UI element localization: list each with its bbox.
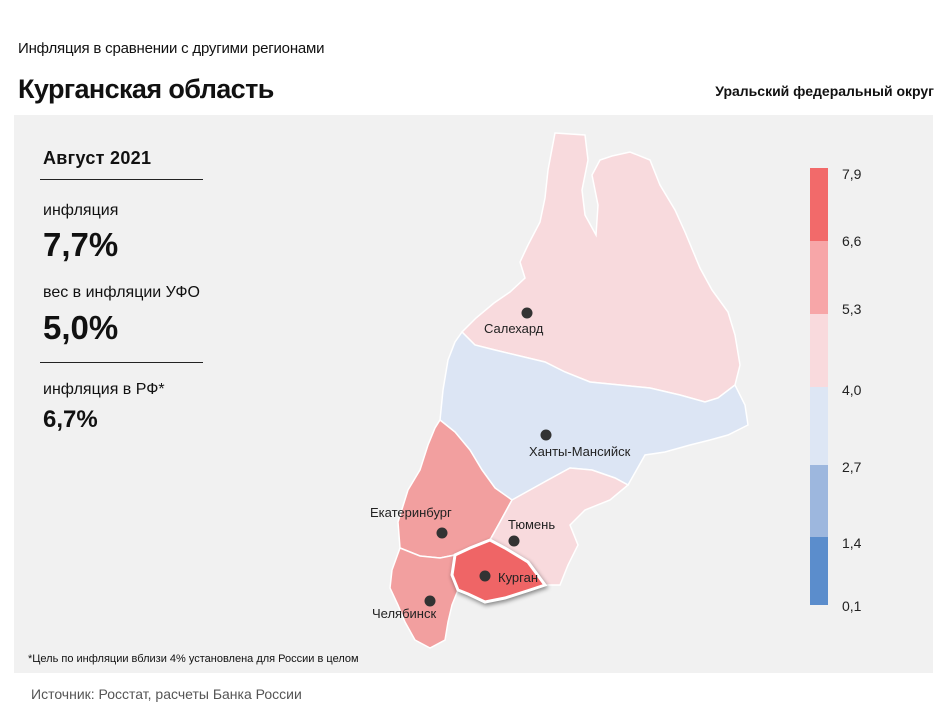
- district-label: Уральский федеральный округ: [715, 83, 934, 99]
- city-marker-ekaterinburg: [436, 527, 448, 539]
- divider-bottom: [40, 362, 203, 363]
- legend-tick-5: 1,4: [842, 535, 862, 551]
- chart-subtitle: Инфляция в сравнении с другими регионами: [18, 40, 325, 57]
- rf-inflation-label: инфляция в РФ*: [43, 381, 165, 398]
- legend-tick-3: 4,0: [842, 382, 862, 398]
- footnote: *Цель по инфляции вблизи 4% установлена …: [28, 653, 359, 665]
- divider-top: [40, 179, 203, 180]
- legend-tick-4: 2,7: [842, 459, 862, 475]
- city-marker-khanty: [540, 429, 552, 441]
- weight-value: 5,0%: [43, 309, 119, 346]
- region-title: Курганская область: [18, 74, 274, 104]
- legend-scale: [810, 168, 828, 605]
- city-label-kurgan: Курган: [498, 570, 538, 585]
- legend-tick-0: 7,9: [842, 166, 862, 182]
- source-note: Источник: Росстат, расчеты Банка России: [31, 686, 302, 702]
- legend-bin-2: [810, 314, 828, 387]
- city-marker-kurgan: [479, 570, 491, 582]
- legend-tick-1: 6,6: [842, 233, 862, 249]
- city-marker-salekhard: [521, 307, 533, 319]
- legend-bin-1: [810, 241, 828, 314]
- legend-bin-4: [810, 465, 828, 537]
- region-kurgan[interactable]: [450, 538, 548, 604]
- city-label-salekhard: Салехард: [484, 321, 544, 336]
- legend-bin-0: [810, 168, 828, 241]
- period-label: Август 2021: [43, 148, 152, 168]
- inflation-value: 7,7%: [43, 226, 119, 263]
- city-label-chelyabinsk: Челябинск: [372, 606, 436, 621]
- city-label-khanty: Ханты-Мансийск: [529, 444, 631, 459]
- city-marker-tyumen: [508, 535, 520, 547]
- rf-inflation-value: 6,7%: [43, 406, 98, 433]
- city-marker-chelyabinsk: [424, 595, 436, 607]
- weight-label: вес в инфляции УФО: [43, 284, 200, 301]
- legend-tick-2: 5,3: [842, 301, 862, 317]
- inflation-label: инфляция: [43, 202, 119, 219]
- region-chelyabinsk[interactable]: [389, 547, 459, 649]
- legend-tick-6: 0,1: [842, 598, 862, 614]
- legend-bin-5: [810, 537, 828, 605]
- city-label-ekaterinburg: Екатеринбург: [370, 505, 452, 520]
- city-label-tyumen: Тюмень: [508, 517, 555, 532]
- legend-bin-3: [810, 387, 828, 465]
